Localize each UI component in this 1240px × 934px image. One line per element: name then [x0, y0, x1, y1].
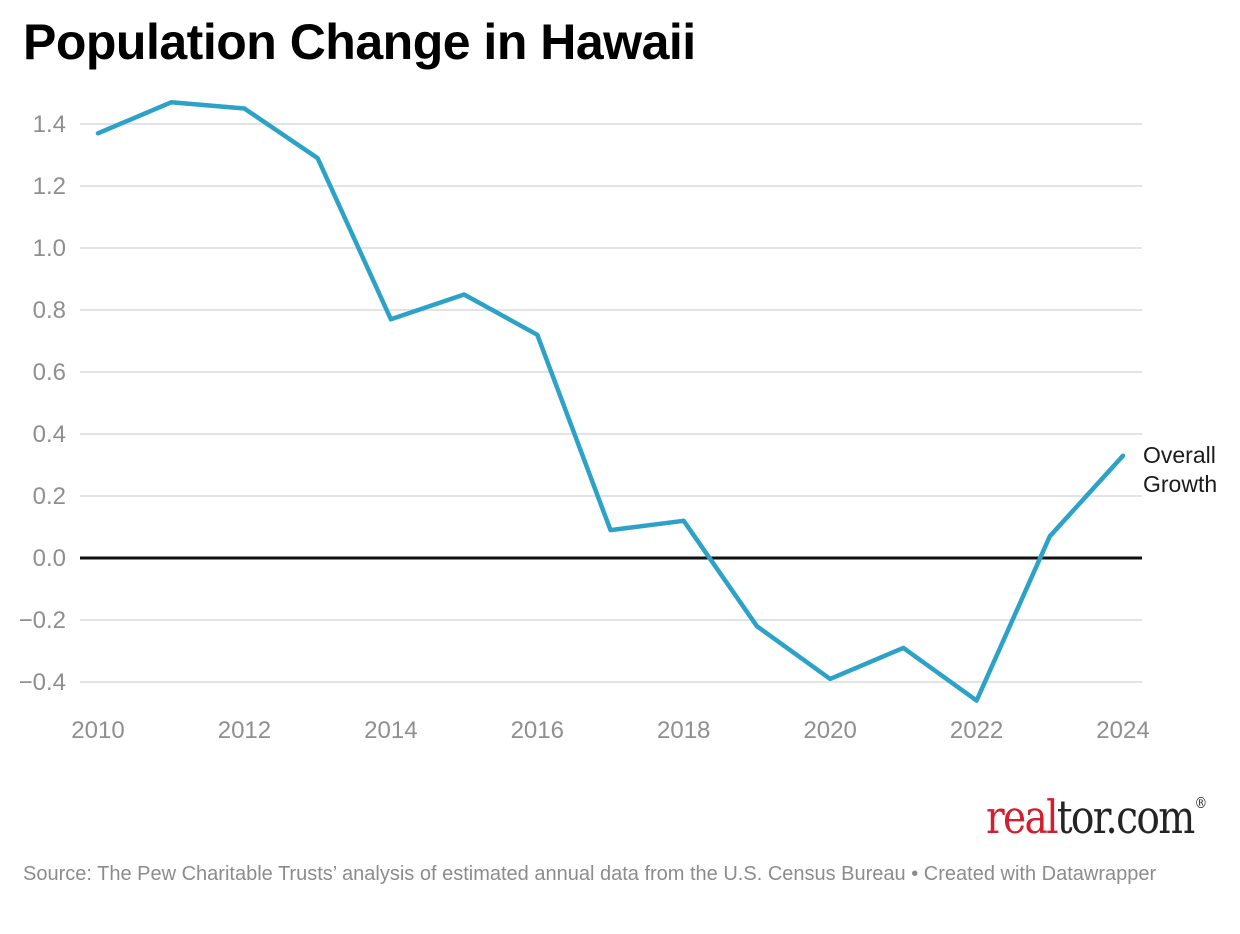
logo-text-real: real: [985, 790, 1059, 844]
population-change-line: [95, 100, 1126, 703]
y-axis-tick-label: 1.4: [33, 111, 66, 138]
y-axis-tick-label: −0.4: [19, 669, 66, 696]
y-axis-tick-label: −0.2: [19, 607, 66, 634]
x-axis-tick-label: 2018: [657, 717, 710, 744]
y-axis-tick-label: 1.0: [33, 235, 66, 262]
x-axis-tick-label: 2024: [1096, 717, 1149, 744]
x-axis-tick-label: 2010: [71, 717, 124, 744]
y-axis-tick-label: 0.0: [33, 545, 66, 572]
x-axis-tick-label: 2020: [803, 717, 856, 744]
logo-text-tor-com: tor.com: [1056, 790, 1195, 844]
chart-title: Population Change in Hawaii: [23, 14, 696, 70]
y-axis-tick-label: 0.8: [33, 297, 66, 324]
y-axis-tick-label: 0.6: [33, 359, 66, 386]
source-note: Source: The Pew Charitable Trusts’ analy…: [23, 863, 1157, 885]
series-end-label: Overall Growth: [1143, 442, 1218, 497]
y-axis-tick-label: 1.2: [33, 173, 66, 200]
x-axis-tick-label: 2022: [950, 717, 1003, 744]
y-axis-tick-label: 0.4: [33, 421, 66, 448]
y-axis-tick-label: 0.2: [33, 483, 66, 510]
x-axis-tick-label: 2014: [364, 717, 417, 744]
x-axis-tick-label: 2016: [511, 717, 564, 744]
x-axis-tick-label: 2012: [218, 717, 271, 744]
realtor-logo: realtor.com®: [986, 794, 1207, 840]
registered-trademark-icon: ®: [1194, 794, 1207, 812]
